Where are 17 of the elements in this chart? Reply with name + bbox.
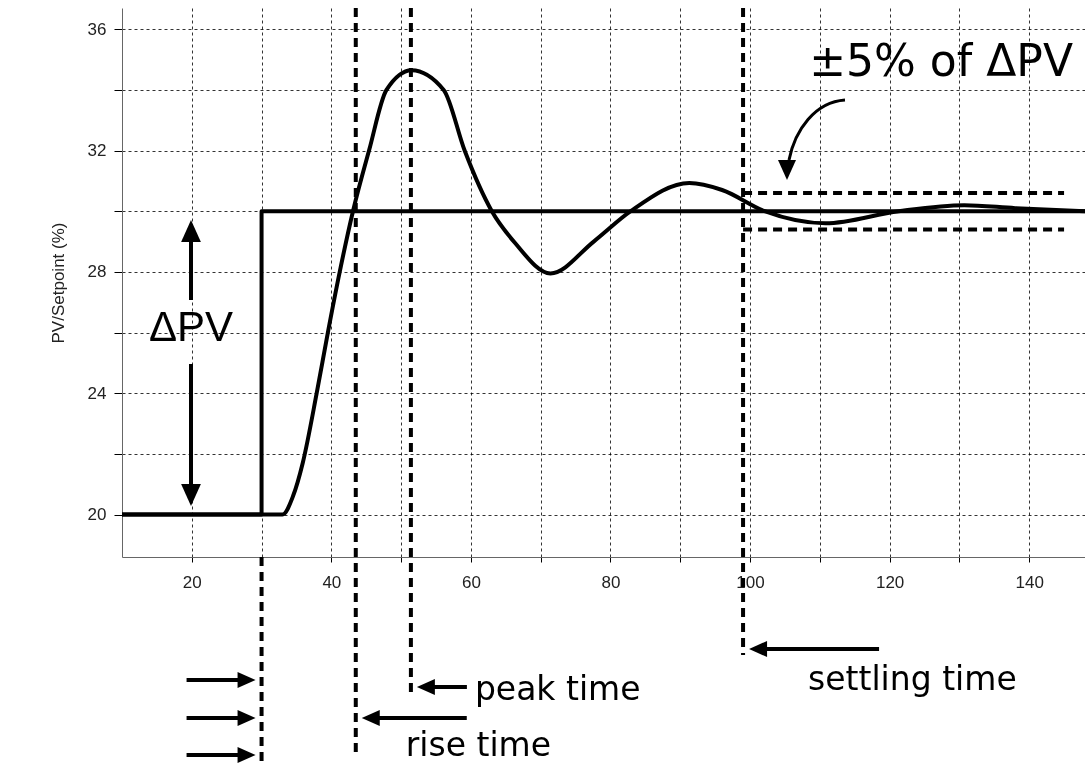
x-tick-label: 80 (601, 572, 621, 592)
annotation: ΔPV (148, 303, 234, 351)
ref-line-label: rise time (405, 725, 552, 764)
ref-line-label: settling time (808, 659, 1017, 698)
x-tick-label: 140 (1015, 572, 1044, 592)
ref-line-label: peak time (474, 669, 641, 708)
x-tick-label: 120 (875, 572, 905, 592)
annotation: ±5% of ΔPV (809, 35, 1073, 86)
y-tick-label: 28 (87, 262, 107, 282)
y-axis-title: PV/Setpoint (%) (48, 222, 68, 344)
x-tick-label: 20 (182, 572, 202, 592)
x-tick-label: 40 (322, 572, 342, 592)
y-tick-label: 36 (87, 19, 107, 39)
x-tick-label: 60 (461, 572, 481, 592)
y-tick-label: 20 (87, 505, 107, 525)
y-tick-label: 32 (87, 141, 107, 161)
y-tick-label: 24 (87, 383, 107, 403)
